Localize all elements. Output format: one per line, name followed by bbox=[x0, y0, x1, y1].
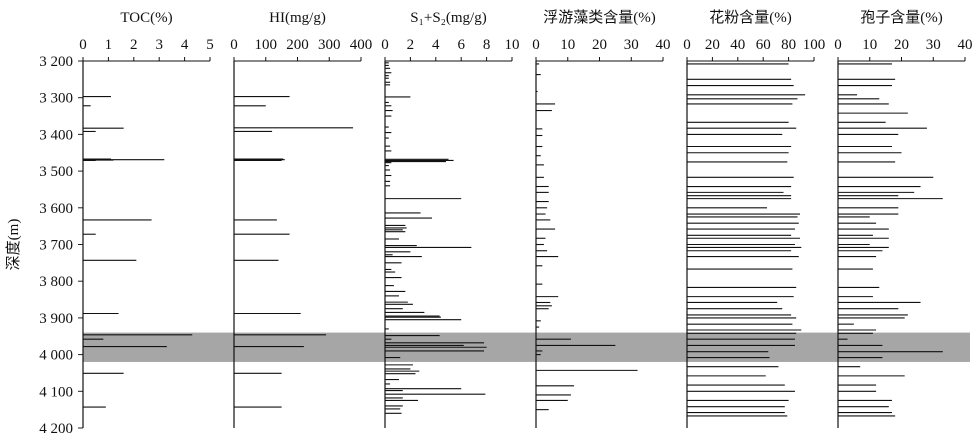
x-tick-label: 8 bbox=[483, 37, 491, 53]
y-tick-label: 3 400 bbox=[39, 127, 73, 143]
panel-title: TOC(%) bbox=[120, 10, 172, 26]
x-tick-label: 40 bbox=[730, 37, 745, 53]
x-tick-label: 80 bbox=[781, 37, 796, 53]
y-tick-label: 3 700 bbox=[39, 238, 73, 254]
x-tick-label: 300 bbox=[318, 37, 341, 53]
y-tick-label: 3 500 bbox=[39, 164, 73, 180]
y-tick-label: 3 800 bbox=[39, 274, 73, 290]
panel-title: 花粉含量(%) bbox=[709, 9, 792, 26]
x-tick-label: 10 bbox=[560, 37, 575, 53]
x-tick-label: 0 bbox=[230, 37, 238, 53]
y-tick-label: 3 300 bbox=[39, 91, 73, 107]
x-tick-label: 2 bbox=[407, 37, 415, 53]
x-tick-label: 0 bbox=[683, 37, 691, 53]
y-tick-label: 3 200 bbox=[39, 54, 73, 70]
y-tick-label: 4 000 bbox=[39, 348, 73, 364]
x-tick-label: 0 bbox=[834, 37, 842, 53]
x-tick-label: 10 bbox=[862, 37, 877, 53]
x-tick-label: 20 bbox=[592, 37, 607, 53]
x-tick-label: 200 bbox=[286, 37, 309, 53]
y-tick-label: 4 100 bbox=[39, 384, 73, 400]
x-tick-label: 30 bbox=[624, 37, 639, 53]
x-tick-label: 40 bbox=[656, 37, 671, 53]
x-tick-label: 4 bbox=[181, 37, 189, 53]
y-tick-label: 4 200 bbox=[39, 421, 73, 437]
x-tick-label: 3 bbox=[155, 37, 163, 53]
x-tick-label: 100 bbox=[255, 37, 278, 53]
y-axis-label: 深度(m) bbox=[5, 219, 22, 271]
x-tick-label: 30 bbox=[926, 37, 941, 53]
x-tick-label: 60 bbox=[756, 37, 771, 53]
panel-title: HI(mg/g) bbox=[269, 10, 326, 26]
x-tick-label: 4 bbox=[432, 37, 440, 53]
x-tick-label: 0 bbox=[532, 37, 540, 53]
x-tick-label: 1 bbox=[105, 37, 113, 53]
x-tick-label: 0 bbox=[79, 37, 87, 53]
x-tick-label: 10 bbox=[505, 37, 520, 53]
x-tick-label: 0 bbox=[381, 37, 389, 53]
y-tick-label: 3 600 bbox=[39, 201, 73, 217]
panel-title: 浮游藻类含量(%) bbox=[543, 9, 656, 26]
x-tick-label: 100 bbox=[803, 37, 826, 53]
x-tick-label: 40 bbox=[958, 37, 973, 53]
x-tick-label: 400 bbox=[350, 37, 373, 53]
x-tick-label: 20 bbox=[705, 37, 720, 53]
panel-title: 孢子含量(%) bbox=[860, 9, 943, 26]
x-tick-label: 5 bbox=[206, 37, 214, 53]
x-tick-label: 2 bbox=[130, 37, 138, 53]
y-tick-label: 3 900 bbox=[39, 311, 73, 327]
x-tick-label: 20 bbox=[894, 37, 909, 53]
highlight-band bbox=[83, 332, 970, 362]
x-tick-label: 6 bbox=[457, 37, 465, 53]
panel-title: S₁+S₂(mg/g) bbox=[410, 10, 486, 26]
